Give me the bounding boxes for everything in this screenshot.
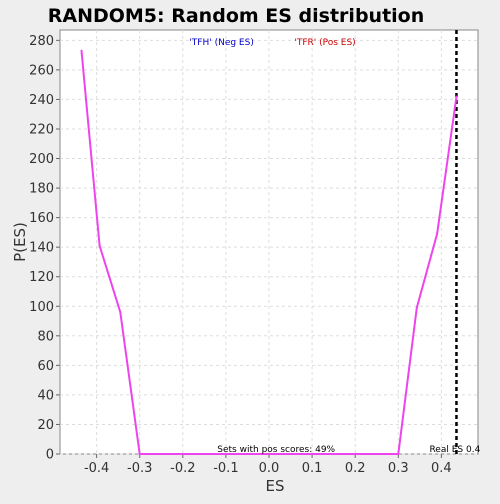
- y-tick-label: 120: [29, 270, 54, 285]
- data-point: [80, 49, 83, 52]
- y-tick-label: 80: [37, 329, 54, 344]
- x-tick-label: -0.1: [213, 461, 238, 476]
- chart-title: RANDOM5: Random ES distribution: [48, 5, 425, 27]
- x-tick-label: -0.4: [84, 461, 109, 476]
- y-tick-label: 20: [37, 418, 54, 433]
- real-es-label: Real ES 0.4: [429, 445, 480, 455]
- data-layer: Real ES 0.4 Sets with pos scores: 49%: [80, 30, 481, 455]
- data-point: [397, 453, 400, 455]
- y-tick-label: 220: [29, 122, 54, 137]
- y-tick-label: 140: [29, 241, 54, 256]
- y-tick-label: 60: [37, 359, 54, 374]
- x-tick-label: -0.3: [127, 461, 152, 476]
- x-tick-label: 0.3: [388, 461, 409, 476]
- axes-layer: 0 20 40 60 80 100 120 140 160 180 200 220 240 260 280 -…: [29, 34, 452, 476]
- y-tick-label: 100: [29, 300, 54, 315]
- y-tick-label: 160: [29, 211, 54, 226]
- x-axis-label: ES: [266, 477, 285, 495]
- data-point: [138, 453, 141, 455]
- x-tick-label: 0.1: [302, 461, 323, 476]
- pos-scores-annotation: Sets with pos scores: 49%: [217, 445, 335, 455]
- y-axis-label: P(ES): [11, 222, 29, 262]
- y-tick-label: 260: [29, 63, 54, 78]
- legend-pos-es: 'TFR' (Pos ES): [294, 38, 355, 48]
- data-point: [455, 95, 458, 98]
- x-tick-label: -0.2: [170, 461, 195, 476]
- es-distribution-line: [80, 50, 458, 455]
- legend: 'TFH' (Neg ES) 'TFR' (Pos ES): [189, 38, 355, 48]
- data-point: [98, 244, 101, 247]
- y-tick-label: 0: [46, 448, 54, 463]
- y-tick-label: 180: [29, 182, 54, 197]
- data-point: [119, 311, 122, 314]
- x-tick-label: 0.2: [345, 461, 366, 476]
- data-point: [415, 306, 418, 309]
- y-tick-label: 40: [37, 388, 54, 403]
- data-point: [436, 232, 439, 235]
- y-tick-label: 200: [29, 152, 54, 167]
- grid-layer: [60, 30, 478, 455]
- legend-neg-es: 'TFH' (Neg ES): [189, 38, 254, 48]
- y-tick-label: 240: [29, 93, 54, 108]
- x-tick-label: 0.0: [259, 461, 280, 476]
- y-tick-label: 280: [29, 34, 54, 49]
- x-tick-label: 0.4: [431, 461, 452, 476]
